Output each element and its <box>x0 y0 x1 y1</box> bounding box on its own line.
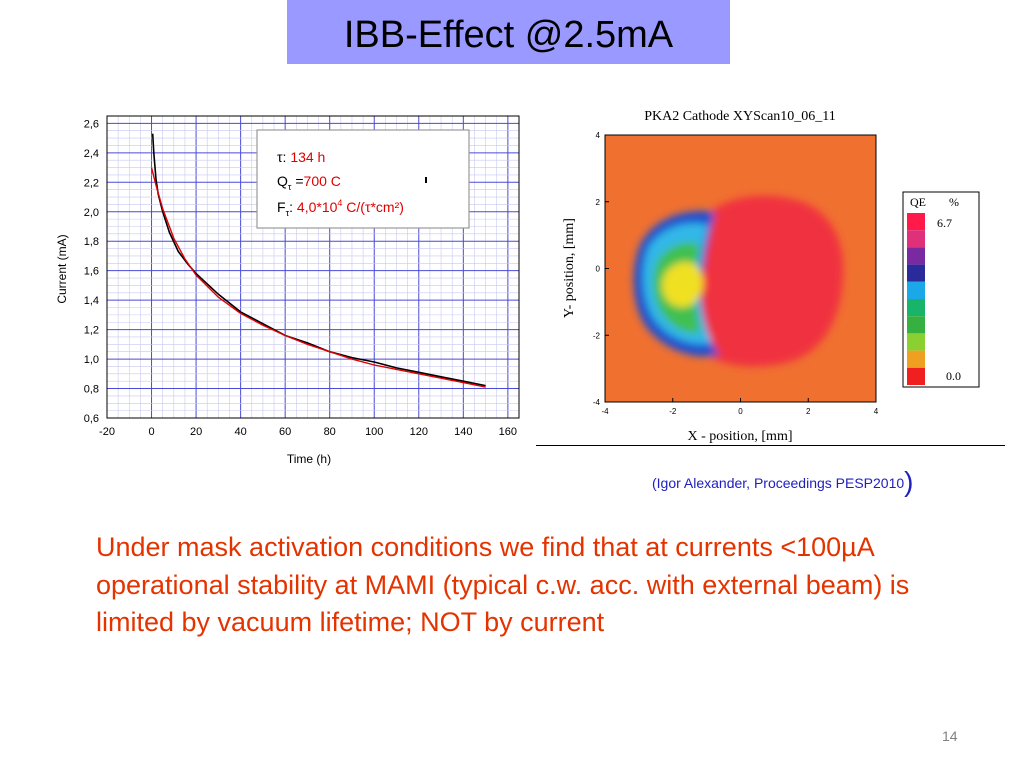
y-tick-label: 2,0 <box>84 207 99 219</box>
y-tick-label: 2,2 <box>84 177 99 189</box>
y-tick-label: -2 <box>593 331 601 340</box>
y-tick-label: 2,6 <box>84 118 99 130</box>
qe-scan-chart: PKA2 Cathode XYScan10_06_11 -4 -2 0 2 4 -4 -2 0… <box>562 109 980 444</box>
legend-q-sub: τ <box>288 182 292 192</box>
colorbar-cell <box>907 316 925 334</box>
legend-q-sep: = <box>291 173 303 189</box>
y-tick-label: 1,4 <box>84 295 99 307</box>
legend-f-sub: τ <box>286 208 290 218</box>
y-tick-label: 2 <box>596 198 601 207</box>
title-box: IBB-Effect @2.5mA <box>287 0 730 64</box>
fit-series-line <box>150 167 486 388</box>
colorbar-cell <box>907 213 925 231</box>
y-tick-label: 0,8 <box>84 384 99 396</box>
legend-tau-symbol: τ <box>277 149 283 165</box>
colorbar-cell <box>907 367 925 385</box>
y-tick-label: 4 <box>596 131 601 140</box>
y-tick-label: 0 <box>596 265 601 274</box>
legend-q-value: 700 C <box>304 173 341 189</box>
legend-f-value-a: 4,0*10 <box>297 199 338 215</box>
decay-chart-legend-box: τ: 134 h Qτ =700 C Fτ: 4,0*104 C/(τ*cm²) <box>256 129 470 229</box>
legend-tau-sep: : <box>283 149 291 165</box>
x-tick-label: 40 <box>234 426 246 438</box>
legend-f-sep: : <box>289 199 297 215</box>
colorbar-cell <box>907 230 925 248</box>
svg-text:Qτ =700 C: Qτ =700 C <box>277 173 341 192</box>
divider-line <box>536 445 1005 446</box>
decay-chart-ylabel: Current (mA) <box>55 234 69 303</box>
legend-tick-mark <box>425 177 427 183</box>
citation-close-paren: ) <box>904 466 914 497</box>
x-tick-label: 4 <box>874 407 879 416</box>
colorbar-unit: % <box>949 195 959 209</box>
y-tick-label: 1,0 <box>84 354 99 366</box>
colorbar-cell <box>907 299 925 317</box>
x-tick-label: 80 <box>324 426 336 438</box>
x-tick-label: 0 <box>738 407 743 416</box>
legend-f-exp: 4 <box>337 198 342 208</box>
colorbar-label: QE <box>910 195 926 209</box>
x-tick-label: 120 <box>410 426 428 438</box>
colorbar-cell <box>907 247 925 265</box>
colorbar-cell <box>907 264 925 282</box>
legend-tau-value: 134 h <box>290 149 325 165</box>
page-number: 14 <box>942 728 958 744</box>
x-tick-label: -20 <box>99 426 115 438</box>
legend-q-symbol: Q <box>277 173 288 189</box>
citation-text: (Igor Alexander, Proceedings PESP2010 <box>652 475 905 491</box>
y-tick-label: 1,2 <box>84 325 99 337</box>
decay-chart-frame <box>106 115 520 419</box>
legend-f-symbol: F <box>277 199 286 215</box>
qe-colorbar: QE % 6.7 0.0 <box>902 191 980 388</box>
x-tick-label: 100 <box>365 426 383 438</box>
y-tick-label: 1,8 <box>84 236 99 248</box>
decay-chart-xlabel: Time (h) <box>287 452 331 466</box>
x-tick-label: 160 <box>499 426 517 438</box>
qe-scan-xlabel: X - position, [mm] <box>688 429 793 444</box>
decay-chart: -20 0 20 40 60 80 100 120 140 160 0,6 0,8 1,0 1,2 1,4 1… <box>55 115 520 466</box>
qe-heatmap <box>605 135 876 402</box>
x-tick-label: 0 <box>148 426 154 438</box>
x-tick-label: 140 <box>454 426 472 438</box>
colorbar-cell <box>907 350 925 368</box>
slide-title: IBB-Effect @2.5mA <box>343 14 674 56</box>
y-tick-label: 0,6 <box>84 413 99 425</box>
body-text: Under mask activation conditions we find… <box>96 532 910 637</box>
colorbar-cell <box>907 281 925 299</box>
x-tick-label: 60 <box>279 426 291 438</box>
x-tick-label: 2 <box>806 407 811 416</box>
colorbar-cell <box>907 333 925 351</box>
citation: (Igor Alexander, Proceedings PESP2010) <box>652 466 914 498</box>
x-tick-label: -2 <box>669 407 677 416</box>
svg-text:Fτ: 4,0*104 C/(τ*cm²): Fτ: 4,0*104 C/(τ*cm²) <box>277 198 404 218</box>
qe-scan-title: PKA2 Cathode XYScan10_06_11 <box>644 109 836 124</box>
svg-text:τ: 134 h: τ: 134 h <box>277 149 325 165</box>
colorbar-max: 6.7 <box>937 216 952 230</box>
y-tick-label: 1,6 <box>84 266 99 278</box>
colorbar-min: 0.0 <box>946 369 961 383</box>
x-tick-label: -4 <box>601 407 609 416</box>
y-tick-label: 2,4 <box>84 148 99 160</box>
y-tick-label: -4 <box>593 398 601 407</box>
qe-scan-ylabel: Y- position, [mm] <box>562 218 577 318</box>
legend-f-value-b: C/(τ*cm²) <box>342 199 404 215</box>
x-tick-label: 20 <box>190 426 202 438</box>
